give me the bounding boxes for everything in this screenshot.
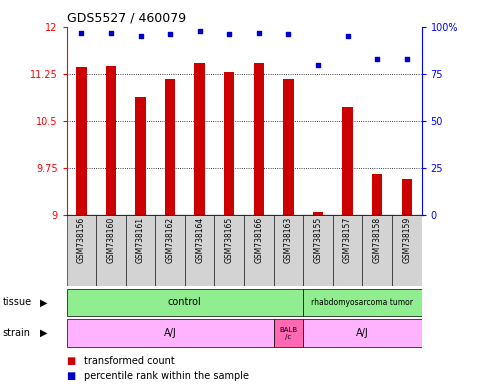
Bar	[253, 63, 264, 215]
Text: strain: strain	[2, 328, 31, 338]
Text: GSM738162: GSM738162	[166, 217, 175, 263]
Text: transformed count: transformed count	[84, 356, 175, 366]
Text: BALB
/c: BALB /c	[280, 327, 297, 339]
Text: ■: ■	[67, 356, 79, 366]
Text: rhabdomyosarcoma tumor: rhabdomyosarcoma tumor	[312, 298, 413, 307]
Point	[196, 28, 204, 34]
Text: GSM738164: GSM738164	[195, 217, 204, 263]
Text: GSM738160: GSM738160	[106, 217, 115, 263]
Point	[77, 30, 85, 36]
Text: GDS5527 / 460079: GDS5527 / 460079	[67, 12, 186, 25]
Bar	[303, 319, 422, 347]
Bar	[214, 215, 244, 286]
Bar	[313, 212, 323, 215]
Text: A/J: A/J	[164, 328, 176, 338]
Text: GSM738157: GSM738157	[343, 217, 352, 263]
Text: ▶: ▶	[40, 328, 48, 338]
Bar	[244, 215, 274, 286]
Bar	[194, 63, 205, 215]
Point	[225, 31, 233, 38]
Text: tissue: tissue	[2, 297, 32, 308]
Text: GSM738159: GSM738159	[402, 217, 411, 263]
Text: percentile rank within the sample: percentile rank within the sample	[84, 371, 249, 381]
Text: A/J: A/J	[356, 328, 369, 338]
Bar	[274, 215, 303, 286]
Bar	[76, 67, 86, 215]
Point	[107, 30, 115, 36]
Text: GSM738161: GSM738161	[136, 217, 145, 263]
Bar	[372, 174, 382, 215]
Bar	[303, 215, 333, 286]
Bar	[126, 215, 155, 286]
Text: GSM738158: GSM738158	[373, 217, 382, 263]
Bar	[106, 66, 116, 215]
Text: GSM738165: GSM738165	[225, 217, 234, 263]
Bar	[155, 215, 185, 286]
Point	[137, 33, 144, 40]
Point	[373, 56, 381, 62]
Bar	[67, 289, 303, 316]
Bar	[165, 79, 176, 215]
Text: GSM738166: GSM738166	[254, 217, 263, 263]
Point	[166, 31, 174, 38]
Bar	[224, 72, 235, 215]
Bar	[392, 215, 422, 286]
Bar	[96, 215, 126, 286]
Text: GSM738155: GSM738155	[314, 217, 322, 263]
Text: GSM738163: GSM738163	[284, 217, 293, 263]
Text: control: control	[168, 297, 202, 308]
Text: ▶: ▶	[40, 297, 48, 308]
Bar	[185, 215, 214, 286]
Bar	[283, 79, 294, 215]
Bar	[274, 319, 303, 347]
Point	[255, 30, 263, 36]
Bar	[135, 97, 146, 215]
Bar	[67, 319, 274, 347]
Bar	[333, 215, 362, 286]
Text: GSM738156: GSM738156	[77, 217, 86, 263]
Bar	[362, 215, 392, 286]
Text: ■: ■	[67, 371, 79, 381]
Bar	[303, 289, 422, 316]
Bar	[342, 106, 352, 215]
Point	[403, 56, 411, 62]
Point	[284, 31, 292, 38]
Point	[314, 61, 322, 68]
Bar	[401, 179, 412, 215]
Point	[344, 33, 352, 40]
Bar	[67, 215, 96, 286]
